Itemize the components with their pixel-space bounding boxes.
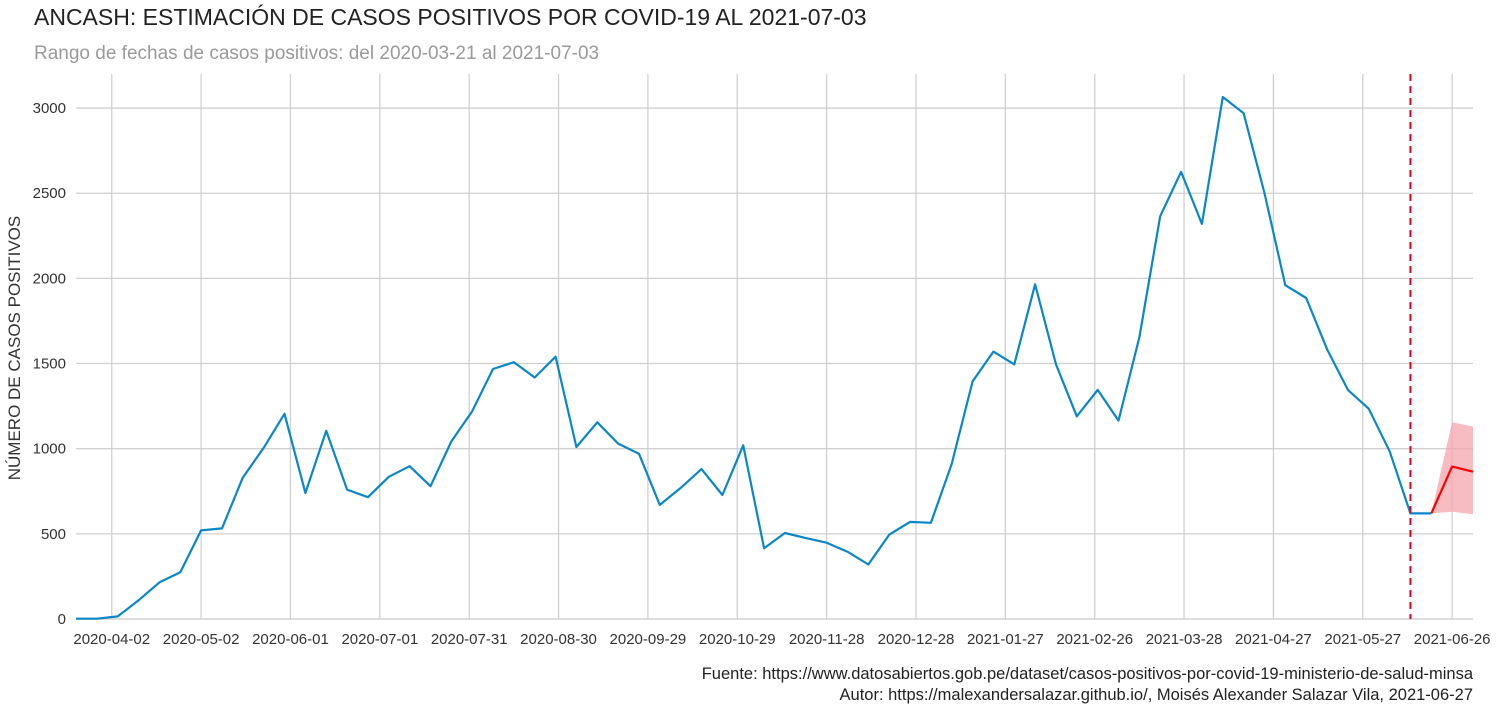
chart-subtitle: Rango de fechas de casos positivos: del … xyxy=(34,43,600,64)
x-tick-label: 2020-07-01 xyxy=(341,631,418,648)
y-tick-label: 1000 xyxy=(33,441,66,458)
x-tick-label: 2020-10-29 xyxy=(699,631,776,648)
x-tick-label: 2021-04-27 xyxy=(1235,631,1312,648)
x-tick-label: 2020-09-29 xyxy=(610,631,687,648)
observed-line xyxy=(76,95,1432,620)
y-tick-label: 2000 xyxy=(33,270,66,287)
chart-title: ANCASH: ESTIMACIÓN DE CASOS POSITIVOS PO… xyxy=(34,4,867,30)
x-gridlines xyxy=(111,74,1453,619)
x-tick-label: 2020-07-31 xyxy=(431,631,508,648)
x-tick-labels: 2020-04-02 2020-05-02 2020-06-01 2020-07-01… xyxy=(73,631,1490,648)
y-tick-label: 0 xyxy=(58,611,66,628)
x-tick-label: 2020-08-30 xyxy=(520,631,597,648)
x-tick-label: 2020-05-02 xyxy=(163,631,240,648)
x-tick-label: 2021-06-26 xyxy=(1414,631,1491,648)
x-tick-label: 2021-02-26 xyxy=(1056,631,1133,648)
y-axis-label: NÚMERO DE CASOS POSITIVOS xyxy=(5,216,24,481)
x-tick-label: 2020-04-02 xyxy=(73,631,150,648)
y-tick-label: 500 xyxy=(41,526,66,543)
y-tick-labels: 0 500 1000 1500 2000 2500 3000 xyxy=(33,100,66,628)
footer-author: Autor: https://malexandersalazar.github.… xyxy=(839,686,1473,704)
y-gridlines xyxy=(76,107,1473,620)
y-tick-label: 1500 xyxy=(33,356,66,373)
x-tick-label: 2020-06-01 xyxy=(252,631,329,648)
x-tick-label: 2020-11-28 xyxy=(789,631,865,648)
x-tick-label: 2021-03-28 xyxy=(1146,631,1223,648)
y-tick-label: 2500 xyxy=(33,185,66,202)
x-tick-label: 2020-12-28 xyxy=(878,631,955,648)
y-tick-label: 3000 xyxy=(33,100,66,117)
x-tick-label: 2021-05-27 xyxy=(1324,631,1401,648)
x-tick-label: 2021-01-27 xyxy=(967,631,1044,648)
series-lines-layer xyxy=(75,95,1474,620)
footer-source: Fuente: https://www.datosabiertos.gob.pe… xyxy=(701,665,1473,683)
